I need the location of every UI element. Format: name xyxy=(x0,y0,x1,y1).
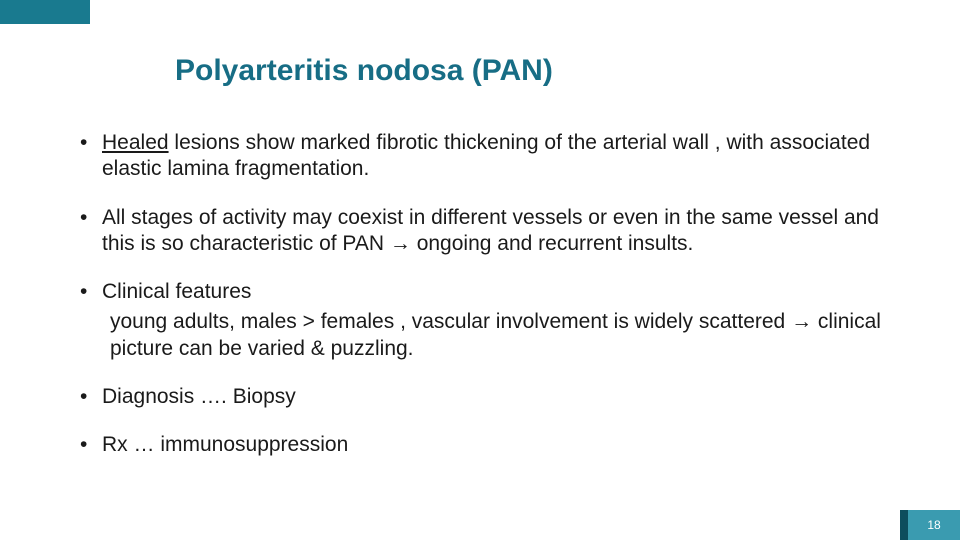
bullet-item: Rx … immunosuppression xyxy=(80,432,890,458)
bullet-text: Diagnosis …. Biopsy xyxy=(102,385,296,408)
footer-page-indicator: 18 xyxy=(900,510,960,540)
bullet-item: Healed lesions show marked fibrotic thic… xyxy=(80,130,890,183)
bullet-text: All stages of activity may coexist in di… xyxy=(102,206,879,255)
bullet-item: All stages of activity may coexist in di… xyxy=(80,205,890,258)
slide: Polyarteritis nodosa (PAN) Healed lesion… xyxy=(0,0,960,540)
bullet-text: Rx … immunosuppression xyxy=(102,433,348,456)
footer-accent-strip xyxy=(900,510,908,540)
bullet-text: lesions show marked fibrotic thickening … xyxy=(102,131,870,180)
clinical-features-detail: young adults, males > females , vascular… xyxy=(80,309,890,362)
bullet-item: Clinical features xyxy=(80,279,890,305)
corner-accent-tab xyxy=(0,0,90,24)
bullet-text: Healed xyxy=(102,131,169,154)
bullet-item: Diagnosis …. Biopsy xyxy=(80,384,890,410)
slide-body: Healed lesions show marked fibrotic thic… xyxy=(80,130,890,480)
bullet-text: Clinical features xyxy=(102,280,251,303)
slide-title: Polyarteritis nodosa (PAN) xyxy=(175,54,553,88)
page-number: 18 xyxy=(908,510,960,540)
